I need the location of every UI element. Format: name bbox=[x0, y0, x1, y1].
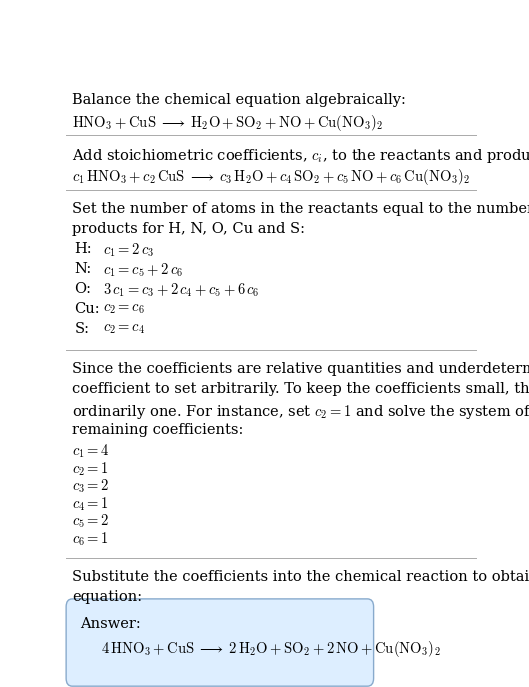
Text: Substitute the coefficients into the chemical reaction to obtain the balanced: Substitute the coefficients into the che… bbox=[72, 570, 529, 584]
Text: $c_1 = 2\,c_3$: $c_1 = 2\,c_3$ bbox=[103, 242, 154, 259]
Text: $c_3 = 2$: $c_3 = 2$ bbox=[72, 477, 110, 495]
Text: $c_5 = 2$: $c_5 = 2$ bbox=[72, 513, 110, 530]
Text: equation:: equation: bbox=[72, 589, 142, 604]
Text: $c_1 = 4$: $c_1 = 4$ bbox=[72, 443, 110, 460]
Text: coefficient to set arbitrarily. To keep the coefficients small, the arbitrary va: coefficient to set arbitrarily. To keep … bbox=[72, 383, 529, 396]
Text: Set the number of atoms in the reactants equal to the number of atoms in the: Set the number of atoms in the reactants… bbox=[72, 201, 529, 216]
Text: $c_2 = c_4$: $c_2 = c_4$ bbox=[103, 322, 145, 336]
Text: Answer:: Answer: bbox=[80, 618, 141, 631]
Text: $c_1 = c_5 + 2\,c_6$: $c_1 = c_5 + 2\,c_6$ bbox=[103, 262, 183, 280]
Text: $c_1\,\mathrm{HNO_3} + c_2\,\mathrm{CuS} \;\longrightarrow\; c_3\,\mathrm{H_2O} : $c_1\,\mathrm{HNO_3} + c_2\,\mathrm{CuS}… bbox=[72, 168, 470, 188]
Text: H:: H: bbox=[74, 242, 92, 256]
Text: Add stoichiometric coefficients, $c_i$, to the reactants and products:: Add stoichiometric coefficients, $c_i$, … bbox=[72, 147, 529, 166]
Text: products for H, N, O, Cu and S:: products for H, N, O, Cu and S: bbox=[72, 222, 305, 236]
Text: $3\,c_1 = c_3 + 2\,c_4 + c_5 + 6\,c_6$: $3\,c_1 = c_3 + 2\,c_4 + c_5 + 6\,c_6$ bbox=[103, 282, 259, 300]
Text: $c_6 = 1$: $c_6 = 1$ bbox=[72, 530, 109, 548]
Text: $c_4 = 1$: $c_4 = 1$ bbox=[72, 495, 109, 513]
Text: S:: S: bbox=[74, 322, 89, 336]
Text: $c_2 = 1$: $c_2 = 1$ bbox=[72, 460, 109, 477]
Text: Since the coefficients are relative quantities and underdetermined, choose a: Since the coefficients are relative quan… bbox=[72, 362, 529, 376]
Text: $\mathrm{HNO_3 + CuS \;\longrightarrow\; H_2O + SO_2 + NO + Cu(NO_3)_2}$: $\mathrm{HNO_3 + CuS \;\longrightarrow\;… bbox=[72, 113, 384, 133]
Text: $c_2 = c_6$: $c_2 = c_6$ bbox=[103, 302, 145, 316]
FancyBboxPatch shape bbox=[66, 599, 373, 686]
Text: Balance the chemical equation algebraically:: Balance the chemical equation algebraica… bbox=[72, 93, 406, 107]
Text: Cu:: Cu: bbox=[74, 302, 100, 316]
Text: N:: N: bbox=[74, 262, 92, 276]
Text: $4\,\mathrm{HNO_3} + \mathrm{CuS} \;\longrightarrow\; 2\,\mathrm{H_2O} + \mathrm: $4\,\mathrm{HNO_3} + \mathrm{CuS} \;\lon… bbox=[101, 638, 441, 659]
Text: O:: O: bbox=[74, 282, 92, 296]
Text: ordinarily one. For instance, set $c_2 = 1$ and solve the system of equations fo: ordinarily one. For instance, set $c_2 =… bbox=[72, 403, 529, 420]
Text: remaining coefficients:: remaining coefficients: bbox=[72, 423, 244, 437]
